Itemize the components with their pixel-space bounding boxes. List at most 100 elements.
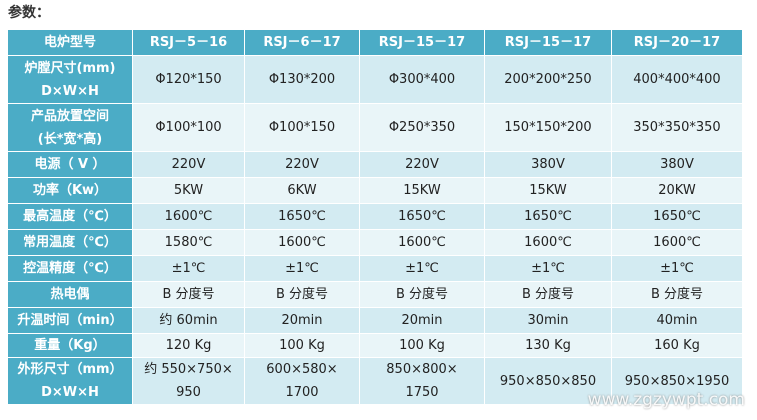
cell-text: RSJ－15－17 <box>504 35 592 50</box>
row-label: 电源（ V ） <box>8 152 133 178</box>
cell-text: Φ250*350 <box>388 120 456 135</box>
cell-text: 20min <box>401 313 443 328</box>
table-cell: 1580℃ <box>133 230 245 256</box>
header-cell: RSJ－6－17 <box>245 30 360 56</box>
cell-text: 350*350*350 <box>633 120 721 135</box>
cell-text: RSJ－15－17 <box>378 35 466 50</box>
table-cell: 5KW <box>133 178 245 204</box>
table-cell: 6KW <box>245 178 360 204</box>
cell-text: (长*宽*高) <box>37 131 103 147</box>
table-cell: 380V <box>612 152 743 178</box>
cell-text: 950×850×1950 <box>624 373 730 389</box>
table-cell: ±1℃ <box>245 256 360 282</box>
cell-text: 1600℃ <box>278 235 326 250</box>
cell-text: 电源（ V ） <box>34 157 106 172</box>
row-label: 产品放置空间 (长*宽*高) <box>8 104 133 152</box>
table-cell: 220V <box>245 152 360 178</box>
table-cell: B 分度号 <box>485 282 612 308</box>
cell-text: 升温时间（min） <box>17 313 123 328</box>
cell-text: 1650℃ <box>398 209 446 224</box>
cell-text: 160 Kg <box>654 338 700 353</box>
cell-text: ±1℃ <box>531 261 565 276</box>
table-cell: 约 550×750× 950 <box>133 358 245 405</box>
cell-text: 220V <box>405 157 439 172</box>
table-cell: 380V <box>485 152 612 178</box>
cell-text: 约 550×750× <box>144 362 233 377</box>
cell-text: 400*400*400 <box>633 72 721 87</box>
table-cell: Φ120*150 <box>133 56 245 104</box>
cell-text: 最高温度（℃） <box>23 209 117 224</box>
cell-text: Φ100*100 <box>155 120 222 135</box>
row-label: 控温精度（℃） <box>8 256 133 282</box>
cell-text: 30min <box>527 313 569 328</box>
table-cell: 20min <box>245 308 360 334</box>
table-cell: 350*350*350 <box>612 104 743 152</box>
table-cell: B 分度号 <box>612 282 743 308</box>
table-cell: 1650℃ <box>245 204 360 230</box>
cell-text: 电炉型号 <box>43 35 96 50</box>
cell-text: 40min <box>656 313 698 328</box>
table-cell: 120 Kg <box>133 334 245 358</box>
cell-text: 20min <box>281 313 323 328</box>
row-label: 升温时间（min） <box>8 308 133 334</box>
table-cell: 20KW <box>612 178 743 204</box>
cell-text: 约 60min <box>159 313 218 328</box>
cell-text: 功率（Kw） <box>32 183 108 198</box>
cell-text: 1600℃ <box>164 209 213 224</box>
row-label: 热电偶 <box>8 282 133 308</box>
cell-text: 15KW <box>403 183 441 198</box>
cell-text: B 分度号 <box>162 287 215 302</box>
table-cell: 100 Kg <box>245 334 360 358</box>
cell-text: Φ100*150 <box>268 120 336 135</box>
cell-text: 1600℃ <box>524 235 572 250</box>
cell-text: Φ130*200 <box>268 72 336 87</box>
header-cell: 电炉型号 <box>8 30 133 56</box>
cell-text: Φ120*150 <box>155 72 222 87</box>
cell-text: 控温精度（℃） <box>23 261 117 276</box>
table-cell: 600×580× 1700 <box>245 358 360 405</box>
row-label: 常用温度（℃） <box>8 230 133 256</box>
cell-text: 950×850×850 <box>499 373 597 389</box>
header-cell: RSJ－15－17 <box>485 30 612 56</box>
table-cell: 1650℃ <box>485 204 612 230</box>
table-cell: B 分度号 <box>133 282 245 308</box>
cell-text: B 分度号 <box>650 287 704 302</box>
table-cell: 1650℃ <box>360 204 485 230</box>
cell-text: 1650℃ <box>653 209 701 224</box>
table-cell: Φ300*400 <box>360 56 485 104</box>
cell-text: 1650℃ <box>524 209 572 224</box>
cell-text: 6KW <box>287 183 317 198</box>
table-cell: 约 60min <box>133 308 245 334</box>
watermark: www.zgzywpt.com <box>587 390 745 410</box>
table-cell: 1650℃ <box>612 204 743 230</box>
header-cell: RSJ－15－17 <box>360 30 485 56</box>
table-cell: 15KW <box>485 178 612 204</box>
row-label: 功率（Kw） <box>8 178 133 204</box>
cell-text: 130 Kg <box>525 338 571 353</box>
table-cell: 200*200*250 <box>485 56 612 104</box>
cell-text: 1700 <box>285 385 319 400</box>
cell-text: 850×800× <box>386 362 458 377</box>
cell-text: 380V <box>660 157 694 172</box>
table-cell: 400*400*400 <box>612 56 743 104</box>
table-cell: 1600℃ <box>133 204 245 230</box>
cell-text: 5KW <box>173 183 204 198</box>
cell-text: D×W×H <box>41 83 99 99</box>
cell-text: 20KW <box>658 183 696 198</box>
table-cell: Φ130*200 <box>245 56 360 104</box>
table-cell: 1600℃ <box>485 230 612 256</box>
table-cell: 1600℃ <box>612 230 743 256</box>
table-cell: 30min <box>485 308 612 334</box>
cell-text: B 分度号 <box>275 287 329 302</box>
table-cell: ±1℃ <box>133 256 245 282</box>
cell-text: 常用温度（℃） <box>23 235 117 250</box>
cell-text: 1600℃ <box>653 235 701 250</box>
table-cell: 20min <box>360 308 485 334</box>
cell-text: RSJ－6－17 <box>263 35 341 50</box>
table-cell: 220V <box>360 152 485 178</box>
table-cell: ±1℃ <box>360 256 485 282</box>
row-label: 最高温度（℃） <box>8 204 133 230</box>
cell-text: 外形尺寸（mm） <box>17 362 123 377</box>
cell-text: 1750 <box>405 385 439 400</box>
